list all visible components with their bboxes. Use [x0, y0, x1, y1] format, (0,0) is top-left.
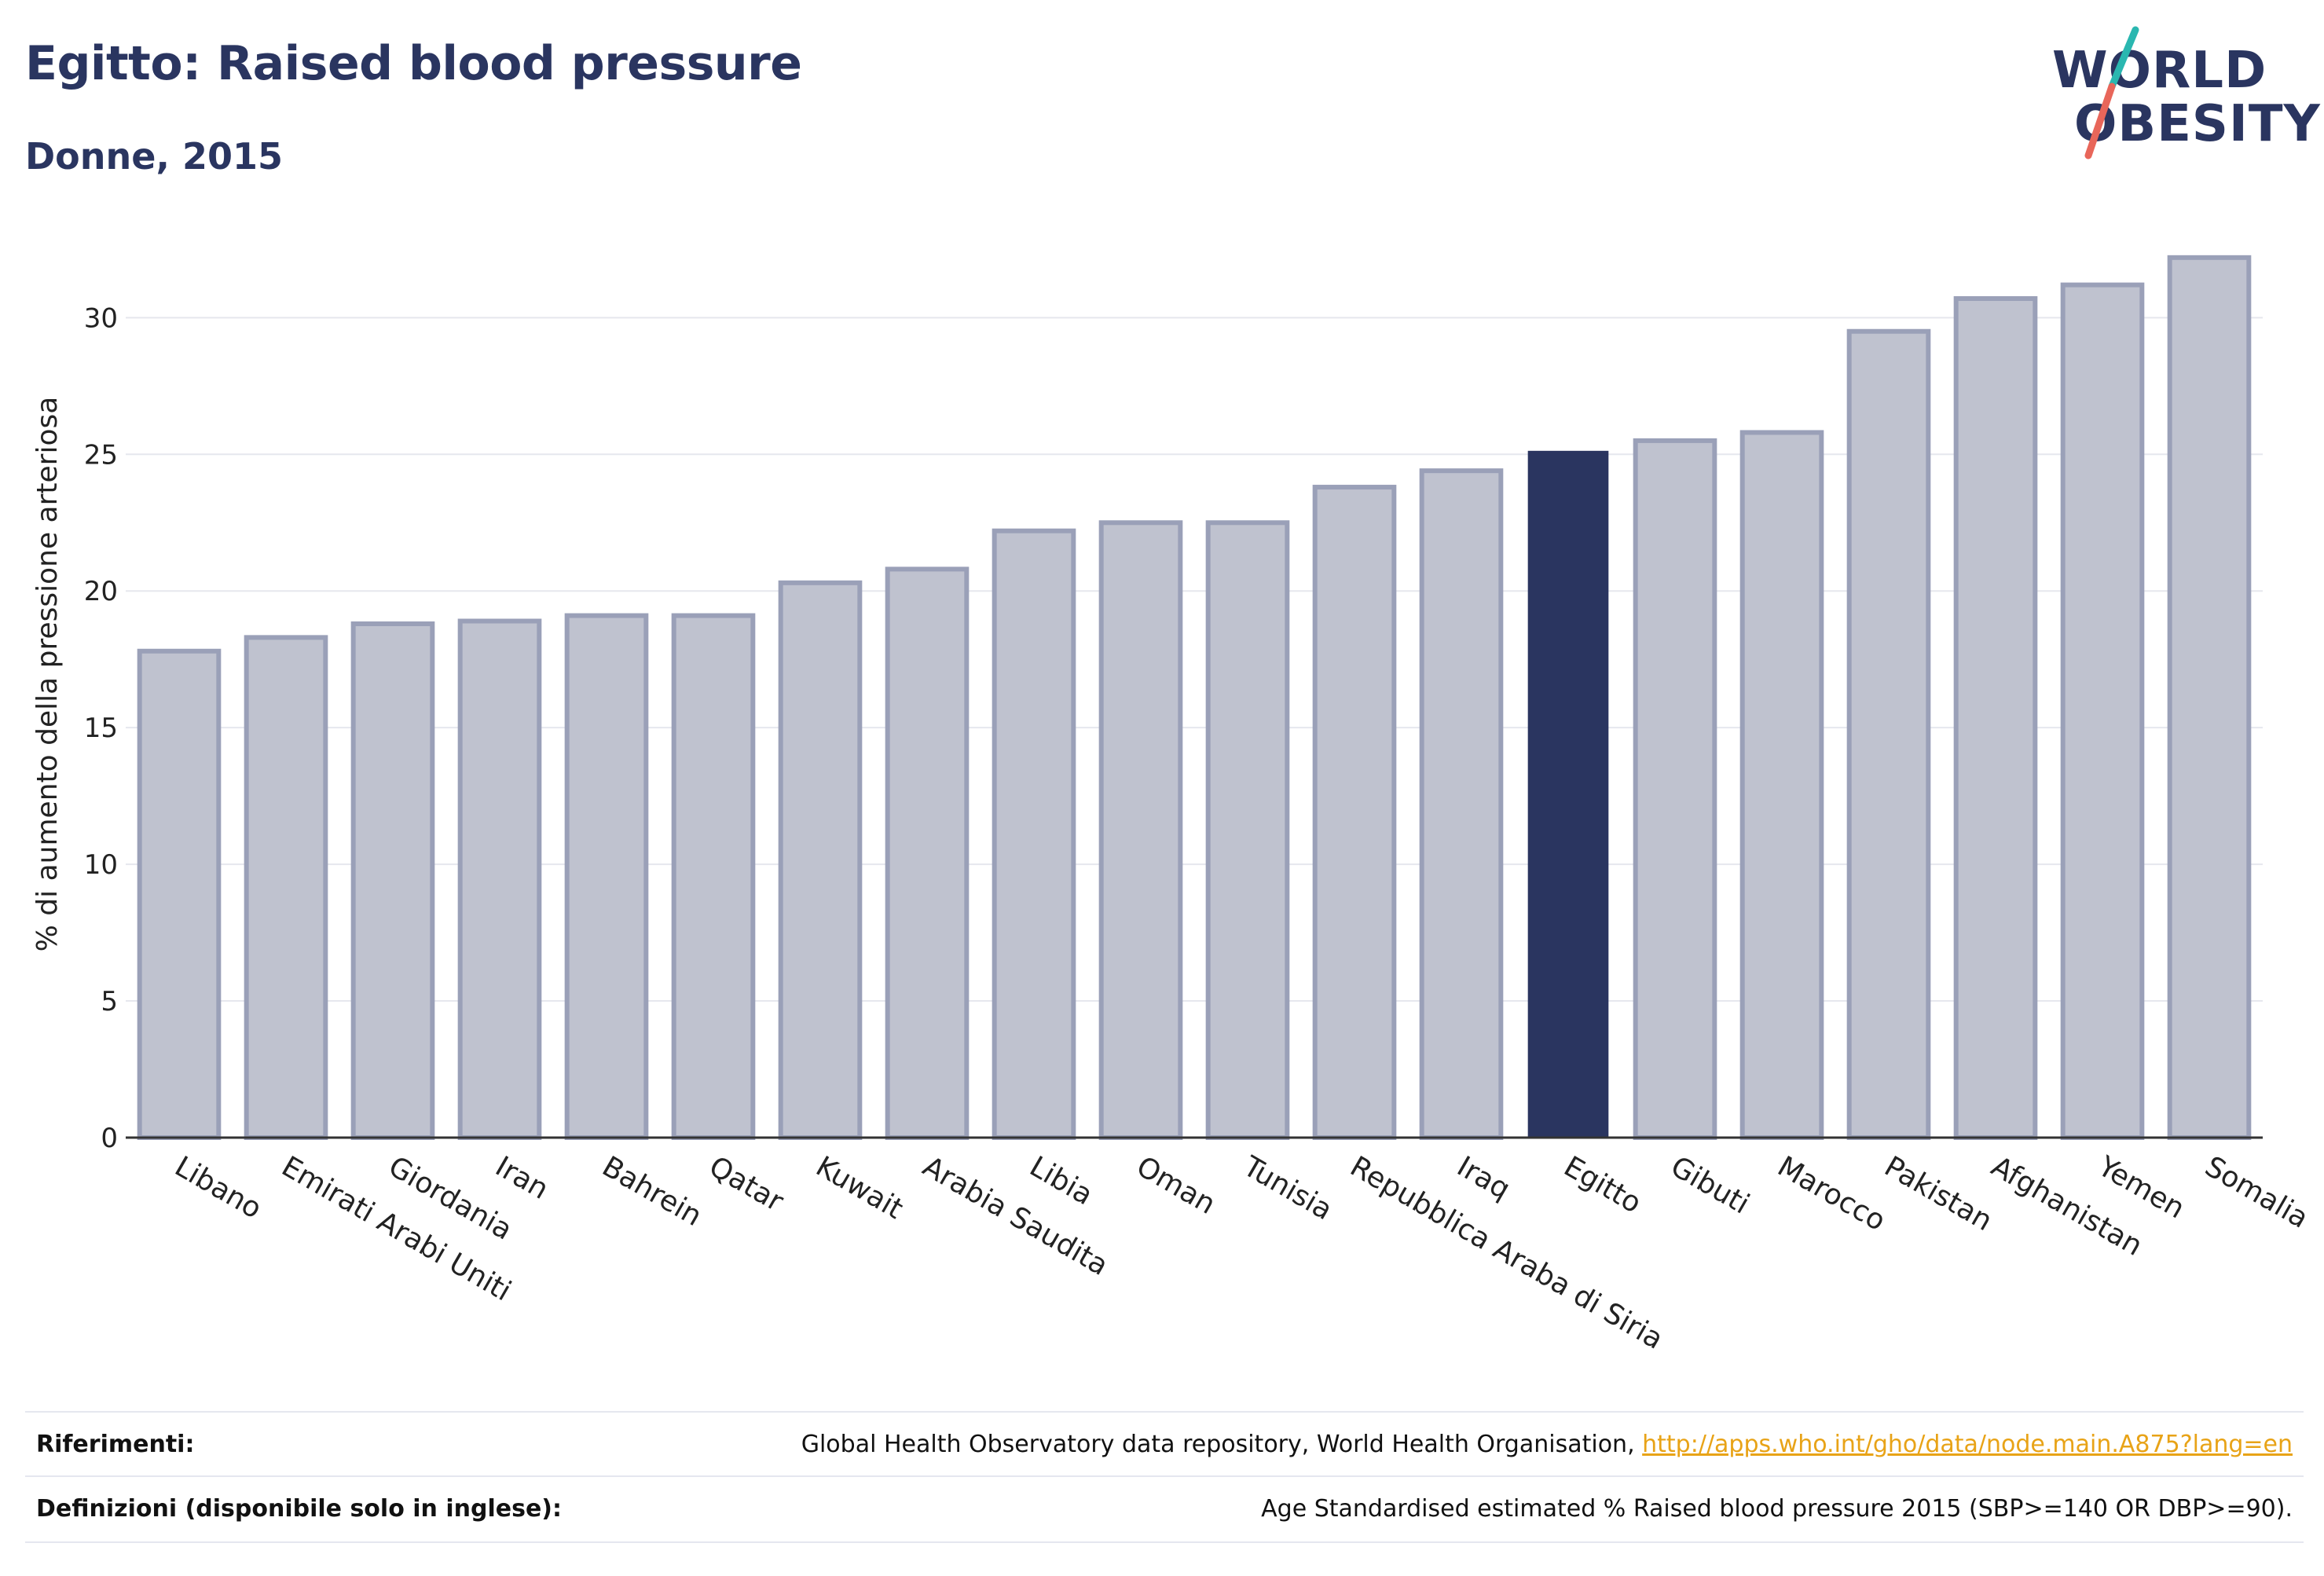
x-tick-label: Tunisia [1237, 1150, 1338, 1226]
references-value: Global Health Observatory data repositor… [801, 1413, 2293, 1477]
definitions-value: Age Standardised estimated % Raised bloo… [1261, 1495, 2293, 1523]
y-tick-label: 5 [101, 986, 118, 1017]
bar-tunisia[interactable] [1205, 520, 1290, 1140]
x-tick-label: Oman [1131, 1150, 1221, 1221]
world-obesity-logo: WORLD OBESITY [2043, 24, 2320, 165]
chart-title: Egitto: Raised blood pressure [25, 36, 802, 91]
chart-subtitle: Donne, 2015 [25, 135, 283, 178]
x-tick-label: Qatar [704, 1150, 789, 1218]
logo-line1: WORLD [2052, 42, 2267, 100]
x-tick-label: Libano [170, 1150, 267, 1225]
references-row: Riferimenti: Global Health Observatory d… [25, 1411, 2304, 1477]
x-tick-label: Pakistan [1879, 1150, 1998, 1237]
references-link[interactable]: http://apps.who.int/gho/data/node.main.A… [1642, 1431, 2293, 1458]
logo-slash-icon [2084, 26, 2139, 159]
x-tick-label: Iraq [1452, 1150, 1516, 1206]
gridlines [126, 317, 2263, 1002]
bar-iran[interactable] [457, 618, 542, 1140]
definitions-row: Definizioni (disponibile solo in inglese… [25, 1475, 2304, 1543]
x-tick-label: Libia [1025, 1150, 1098, 1211]
bar-egitto[interactable] [1527, 450, 1609, 1138]
bar-emirati-arabi-uniti[interactable] [244, 635, 328, 1140]
bar-kuwait[interactable] [778, 580, 863, 1140]
references-label: Riferimenti: [36, 1431, 195, 1458]
y-tick-label: 25 [84, 439, 118, 471]
bar-chart: 0 5 10 15 20 25 30 Libano Emirati Arabi UnitiGi… [31, 255, 2314, 1356]
bar-gibuti[interactable] [1633, 438, 1717, 1140]
y-tick-label: 15 [84, 713, 118, 744]
bar-afghanistan[interactable] [1953, 296, 2038, 1141]
x-tick-label: Somalia [2200, 1150, 2314, 1235]
bars [137, 255, 2252, 1141]
bar-arabia-saudita[interactable] [885, 566, 970, 1140]
bar-yemen[interactable] [2060, 282, 2145, 1141]
bar-repubblica-araba-di-siria[interactable] [1312, 485, 1397, 1140]
x-tick-label: Bahrein [597, 1150, 707, 1233]
x-tick-label: Gibuti [1666, 1150, 1755, 1220]
y-tick-label: 30 [84, 302, 118, 334]
bar-bahrein[interactable] [564, 613, 649, 1140]
y-tick-label: 20 [84, 576, 118, 607]
x-tick-label: Marocco [1772, 1150, 1891, 1237]
bar-oman[interactable] [1098, 520, 1183, 1140]
y-axis-title: % di aumento della pressione arteriosa [31, 397, 64, 952]
bar-somalia[interactable] [2167, 255, 2252, 1140]
definitions-label: Definizioni (disponibile solo in inglese… [36, 1495, 562, 1523]
bar-libano[interactable] [137, 648, 222, 1140]
x-tick-label: Arabia Saudita [918, 1150, 1114, 1282]
references-text: Global Health Observatory data repositor… [801, 1431, 1643, 1458]
x-tick-label: Egitto [1559, 1150, 1647, 1219]
y-axis-ticks: 0 5 10 15 20 25 30 [84, 302, 118, 1154]
y-tick-label: 10 [84, 849, 118, 881]
x-tick-label: Iran [490, 1150, 554, 1206]
bar-pakistan[interactable] [1846, 328, 1931, 1140]
y-tick-label: 0 [101, 1123, 118, 1154]
bar-giordania[interactable] [350, 621, 435, 1140]
bar-libia[interactable] [992, 528, 1076, 1140]
logo-line2: OBESITY [2074, 95, 2321, 153]
x-tick-label: Kuwait [811, 1150, 909, 1226]
bar-marocco[interactable] [1739, 430, 1824, 1140]
bar-iraq[interactable] [1419, 468, 1504, 1140]
bar-qatar[interactable] [671, 613, 756, 1140]
